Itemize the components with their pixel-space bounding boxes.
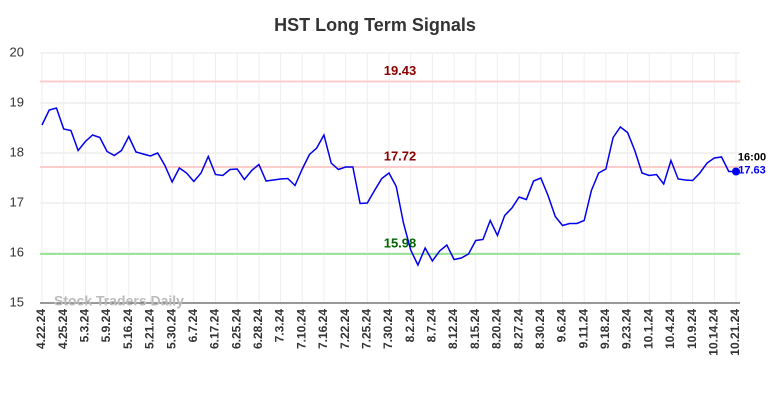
x-tick-label: 6.28.24 (251, 309, 265, 349)
signal-label: 17.72 (384, 148, 417, 163)
x-tick-label: 10.1.24 (641, 309, 655, 349)
price-line (41, 107, 736, 267)
x-tick-label: 9.6.24 (555, 309, 569, 343)
x-tick-label: 7.16.24 (316, 309, 330, 349)
signal-label: 19.43 (384, 63, 417, 78)
last-point (732, 167, 740, 176)
x-tick-label: 9.11.24 (576, 309, 590, 349)
x-tick-label: 7.30.24 (381, 309, 395, 349)
x-tick-label: 5.16.24 (121, 309, 135, 349)
x-tick-label: 10.9.24 (685, 309, 699, 349)
x-tick-label: 10.21.24 (728, 309, 742, 356)
y-tick-label: 20 (10, 44, 24, 59)
x-tick-label: 5.9.24 (99, 309, 113, 343)
x-tick-label: 9.23.24 (620, 309, 634, 349)
x-tick-label: 10.4.24 (663, 309, 677, 349)
signal-label: 15.98 (384, 235, 417, 250)
y-tick-label: 19 (10, 94, 24, 109)
x-tick-label: 8.27.24 (511, 309, 525, 349)
x-tick-label: 8.20.24 (490, 309, 504, 349)
last-time: 16:00 (738, 151, 766, 163)
x-tick-label: 7.3.24 (273, 309, 287, 343)
x-tick-label: 9.18.24 (598, 309, 612, 349)
x-tick-label: 7.25.24 (359, 309, 373, 349)
x-tick-label: 10.14.24 (706, 309, 720, 356)
y-tick-label: 15 (10, 294, 24, 309)
x-tick-label: 8.30.24 (533, 309, 547, 349)
x-tick-label: 8.12.24 (446, 309, 460, 349)
x-tick-label: 8.2.24 (403, 309, 417, 343)
y-tick-label: 17 (10, 194, 24, 209)
x-tick-label: 5.30.24 (164, 309, 178, 349)
y-tick-label: 16 (10, 244, 24, 259)
x-tick-label: 7.22.24 (338, 309, 352, 349)
watermark: Stock Traders Daily (54, 293, 184, 309)
x-tick-label: 6.25.24 (229, 309, 243, 349)
y-tick-label: 18 (10, 144, 24, 159)
x-tick-label: 6.7.24 (186, 309, 200, 343)
x-tick-label: 7.10.24 (294, 309, 308, 349)
x-tick-label: 8.15.24 (468, 309, 482, 349)
x-tick-label: 5.3.24 (78, 309, 92, 343)
last-value: 17.63 (738, 164, 766, 176)
x-tick-label: 8.7.24 (425, 309, 439, 343)
x-tick-label: 6.17.24 (208, 309, 222, 349)
x-tick-label: 4.22.24 (34, 309, 48, 349)
x-tick-label: 5.21.24 (143, 309, 157, 349)
chart-title: HST Long Term Signals (274, 15, 476, 35)
x-tick-label: 4.25.24 (56, 309, 70, 349)
